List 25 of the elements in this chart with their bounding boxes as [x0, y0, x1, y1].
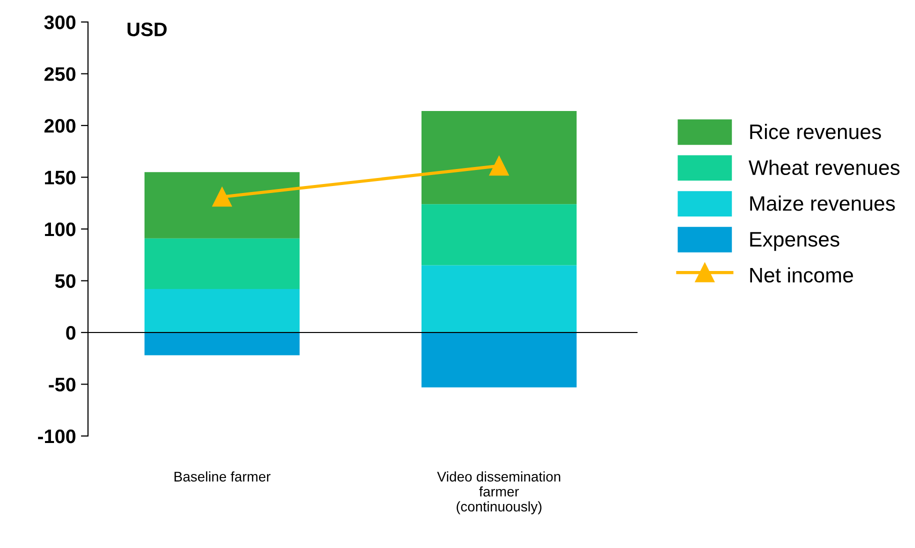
bar: [422, 204, 577, 266]
y-tick-label: 200: [44, 118, 76, 133]
y-axis-title: USD: [128, 22, 167, 36]
bar: [422, 111, 577, 204]
legend-label: Rice revenues: [750, 124, 881, 140]
y-tick-label: 50: [55, 274, 76, 288]
legend-label: Wheat revenues: [748, 160, 900, 176]
y-tick-label: -50: [48, 378, 76, 392]
y-tick-label: 0: [66, 326, 76, 340]
x-tick-label: Video dissemination farmer (continuously): [437, 471, 560, 514]
bar: [144, 172, 300, 238]
legend-label: Maize revenues: [750, 196, 895, 211]
bar: [422, 265, 577, 332]
y-tick-label: 150: [44, 170, 76, 184]
y-tick-label: -100: [38, 429, 76, 444]
bar: [422, 332, 577, 388]
legend-label: Expenses: [750, 232, 840, 251]
y-tick-label: 100: [44, 222, 76, 236]
bar: [144, 289, 300, 332]
bar: [144, 332, 300, 356]
y-tick-label: 250: [44, 67, 76, 81]
legend-label: Net income: [750, 267, 853, 283]
x-tick-label: Baseline farmer: [174, 471, 270, 482]
y-tick-label: 300: [44, 15, 76, 30]
bar: [144, 238, 300, 290]
